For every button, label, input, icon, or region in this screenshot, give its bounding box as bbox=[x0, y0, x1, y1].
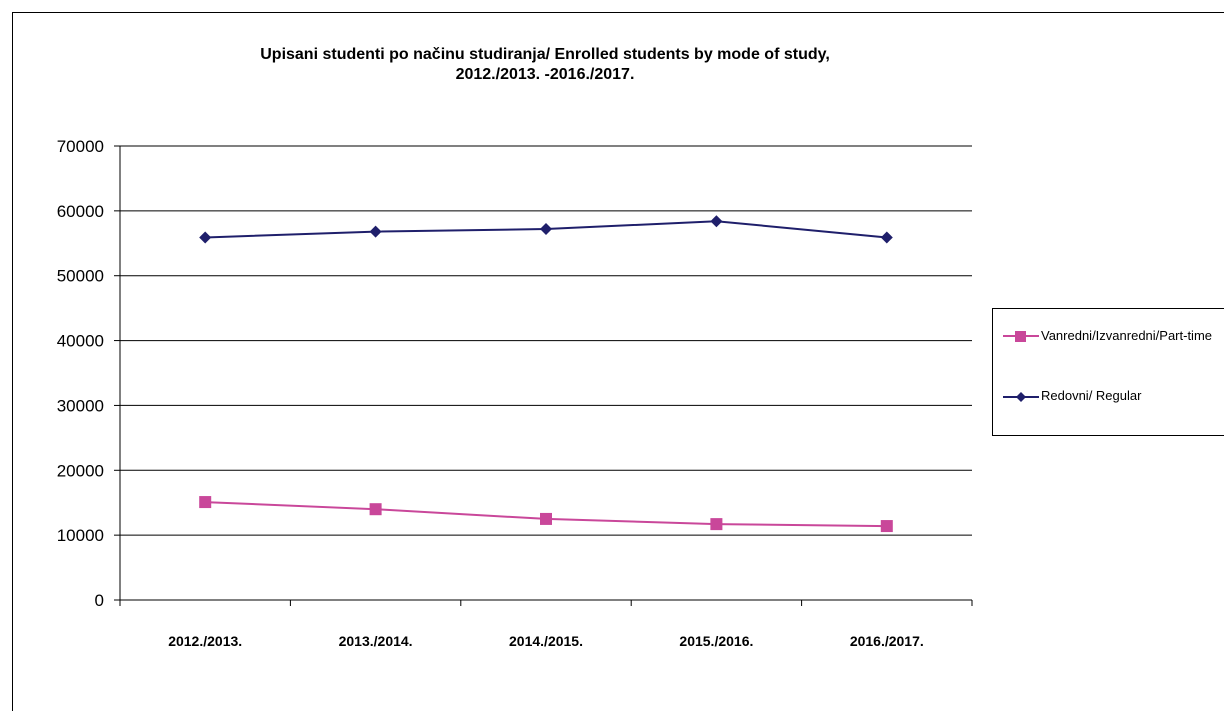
data-point-diamond bbox=[199, 231, 212, 244]
legend-diamond-marker-icon bbox=[1001, 389, 1041, 405]
chart-frame bbox=[12, 12, 1224, 711]
data-point-square bbox=[710, 518, 723, 531]
legend-square-marker-icon bbox=[1001, 329, 1041, 345]
y-tick-label: 0 bbox=[95, 591, 104, 610]
data-point-square bbox=[369, 503, 382, 516]
chart-title-line-2: 2012./2013. -2016./2017. bbox=[455, 66, 635, 83]
data-point-diamond bbox=[880, 231, 893, 244]
data-point-square bbox=[880, 520, 893, 533]
x-tick-label: 2013./2014. bbox=[339, 633, 413, 649]
legend: Vanredni/Izvanredni/Part-time Redovni/ R… bbox=[992, 308, 1224, 436]
data-point-diamond bbox=[710, 215, 723, 228]
y-tick-label: 20000 bbox=[57, 461, 104, 480]
y-tick-label: 30000 bbox=[57, 396, 104, 415]
y-tick-label: 10000 bbox=[57, 526, 104, 545]
data-point-square bbox=[540, 512, 552, 525]
legend-label-part-time: Vanredni/Izvanredni/Part-time bbox=[1041, 328, 1213, 343]
y-tick-label: 60000 bbox=[57, 202, 104, 221]
data-point-diamond bbox=[369, 225, 382, 238]
x-tick-label: 2012./2013. bbox=[168, 633, 242, 649]
data-point-diamond bbox=[540, 223, 552, 236]
legend-item-regular: Redovni/ Regular bbox=[1001, 389, 1221, 405]
y-tick-label: 70000 bbox=[57, 137, 104, 156]
y-tick-label: 40000 bbox=[57, 332, 104, 351]
data-point-square bbox=[199, 496, 212, 509]
chart-title-line-1: Upisani studenti po načinu studiranja/ E… bbox=[260, 46, 830, 63]
x-tick-label: 2014./2015. bbox=[509, 633, 583, 649]
legend-item-part-time: Vanredni/Izvanredni/Part-time bbox=[1001, 329, 1221, 345]
y-tick-label: 50000 bbox=[57, 267, 104, 286]
legend-label-regular: Redovni/ Regular bbox=[1041, 388, 1142, 403]
chart-title: Upisani studenti po načinu studiranja/ E… bbox=[120, 45, 970, 85]
x-tick-label: 2016./2017. bbox=[850, 633, 924, 649]
x-tick-label: 2015./2016. bbox=[679, 633, 753, 649]
